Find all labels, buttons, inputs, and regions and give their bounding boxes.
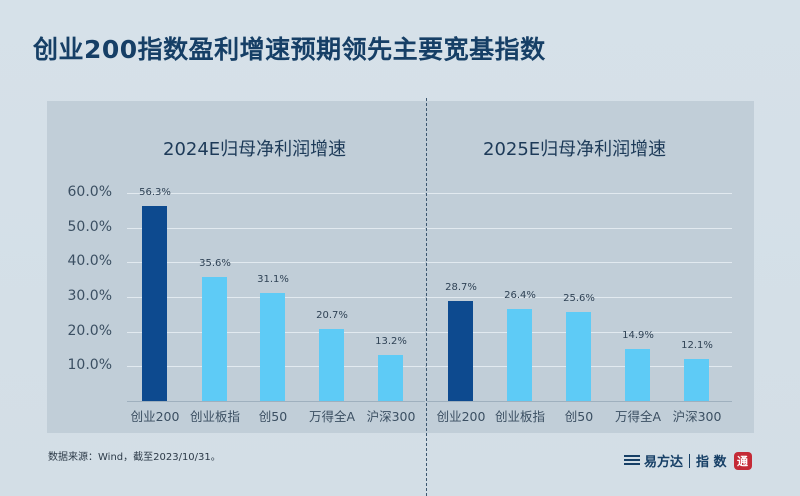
y-tick-label: 40.0%	[67, 253, 112, 270]
value-label: 13.2%	[375, 336, 407, 348]
category-label: 万得全A	[614, 409, 662, 424]
category-label: 创业板指	[494, 409, 545, 424]
bar	[378, 355, 403, 401]
gridline	[427, 262, 732, 263]
efund-logo-icon	[624, 454, 640, 467]
brand-suffix: 指 数	[696, 455, 727, 470]
category-label: 沪深300	[672, 409, 722, 424]
category-label: 沪深300	[366, 409, 416, 424]
bar	[448, 301, 473, 401]
x-axis-line	[127, 401, 425, 402]
chart-subtitle: 2025E归母净利润增速	[483, 139, 667, 160]
value-label: 26.4%	[504, 290, 536, 302]
y-tick-label: 30.0%	[67, 287, 112, 304]
bar	[202, 277, 227, 401]
bar	[319, 329, 344, 401]
value-label: 35.6%	[199, 258, 231, 270]
gridline	[127, 193, 425, 194]
bar	[684, 359, 709, 401]
value-label: 25.6%	[563, 293, 595, 305]
panel-divider	[426, 98, 427, 496]
data-source-note: 数据来源：Wind，截至2023/10/31。	[48, 452, 221, 463]
bar	[260, 293, 285, 401]
category-label: 创业200	[130, 409, 180, 424]
value-label: 31.1%	[257, 274, 289, 286]
category-label: 创50	[258, 409, 288, 424]
value-label: 20.7%	[316, 310, 348, 322]
bar	[142, 205, 167, 401]
gridline	[427, 193, 732, 194]
gridline	[127, 228, 425, 229]
value-label: 14.9%	[622, 330, 654, 342]
chart-subtitle: 2024E归母净利润增速	[163, 139, 347, 160]
stamp-icon: 通	[733, 451, 752, 470]
x-axis-line	[427, 401, 732, 402]
value-label: 12.1%	[681, 340, 713, 351]
page-title: 创业200指数盈利增速预期领先主要宽基指数	[33, 35, 546, 64]
logo-separator	[689, 453, 691, 468]
y-tick-label: 20.0%	[67, 322, 112, 339]
category-label: 万得全A	[308, 409, 356, 424]
y-tick-label: 50.0%	[67, 218, 112, 235]
bar	[625, 349, 650, 401]
value-label: 28.7%	[445, 282, 477, 294]
brand-name: 易方达	[644, 455, 684, 470]
y-tick-label: 60.0%	[67, 183, 112, 200]
category-label: 创50	[564, 409, 594, 424]
value-label: 56.3%	[139, 186, 171, 198]
bar	[507, 309, 532, 401]
bar	[566, 312, 591, 401]
gridline	[127, 262, 425, 263]
y-tick-label: 10.0%	[67, 357, 112, 374]
category-label: 创业200	[436, 409, 486, 424]
brand-logo: 易方达 指 数 通	[624, 451, 752, 470]
gridline	[427, 228, 732, 229]
category-label: 创业板指	[189, 409, 240, 424]
gridline	[427, 297, 732, 298]
